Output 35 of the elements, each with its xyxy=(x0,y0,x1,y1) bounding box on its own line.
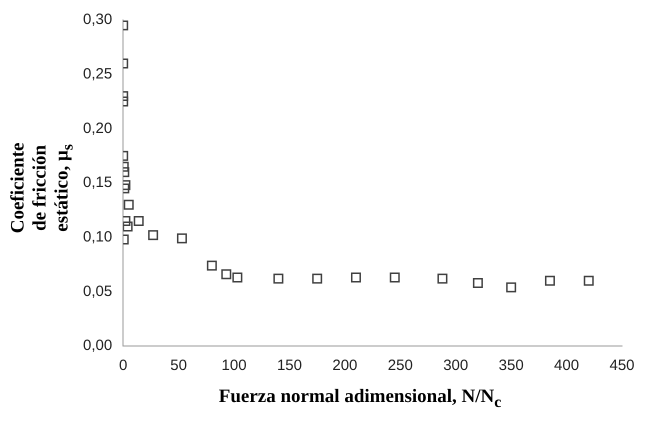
x-tick-label: 250 xyxy=(388,357,413,374)
point xyxy=(124,200,134,210)
x-tick-label: 350 xyxy=(498,357,524,374)
x-tick-label: 150 xyxy=(276,357,302,374)
point xyxy=(544,276,555,286)
point xyxy=(123,221,133,232)
point xyxy=(134,216,144,226)
point xyxy=(273,274,284,284)
point xyxy=(221,269,232,280)
x-tick-label: 0 xyxy=(119,357,128,374)
x-tick-label: 200 xyxy=(332,357,358,374)
point xyxy=(350,272,361,283)
point xyxy=(472,278,483,288)
point xyxy=(390,272,400,283)
y-tick-label: 0,00 xyxy=(82,337,112,354)
y-tick-label: 0,30 xyxy=(82,11,112,28)
x-tick-label: 400 xyxy=(554,357,580,374)
y-tick-label: 0,25 xyxy=(82,65,112,82)
y-tick-label: 0,15 xyxy=(82,174,112,192)
point xyxy=(232,272,242,283)
x-axis-title: Fuerza normal adimensional, N/N$_{c}$ xyxy=(218,386,502,412)
y-tick-label: 0,20 xyxy=(82,120,112,137)
point xyxy=(437,274,448,284)
point xyxy=(148,230,158,240)
y-tick-label: 0,10 xyxy=(82,228,112,246)
y-tick-label: 0,05 xyxy=(82,282,112,300)
x-tick-label: 300 xyxy=(443,357,468,374)
point xyxy=(312,274,322,284)
x-tick-label: 50 xyxy=(170,357,187,374)
point xyxy=(584,276,594,286)
x-tick-label: 100 xyxy=(222,357,247,374)
x-tick-label: 450 xyxy=(609,357,635,374)
point xyxy=(506,282,516,292)
point xyxy=(206,260,217,271)
point xyxy=(176,233,187,244)
